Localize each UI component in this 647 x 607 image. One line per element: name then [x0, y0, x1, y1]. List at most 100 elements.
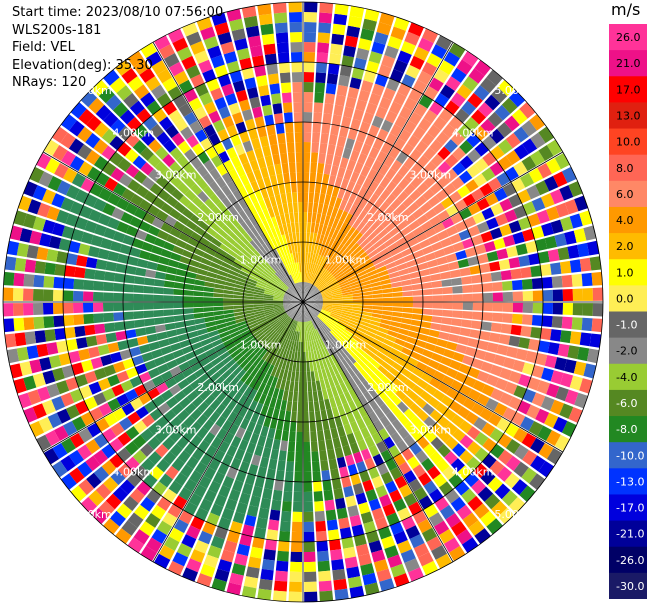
range-gate: [411, 313, 423, 321]
range-gate: [394, 338, 406, 347]
range-gate: [297, 401, 303, 412]
range-gate: [253, 201, 262, 213]
range-gate: [23, 288, 34, 301]
range-gate: [458, 170, 473, 184]
range-gate: [361, 258, 373, 267]
range-gate: [349, 77, 362, 90]
range-gate: [471, 402, 485, 416]
range-gate: [190, 434, 203, 448]
range-gate: [240, 329, 251, 337]
range-gate: [431, 352, 443, 363]
range-gate: [149, 123, 164, 138]
range-gate: [416, 154, 430, 168]
range-gate: [307, 212, 313, 223]
range-gate: [196, 352, 208, 362]
range-gate: [323, 163, 332, 175]
range-gate: [379, 403, 391, 415]
range-gate: [138, 344, 151, 354]
range-gate: [209, 193, 221, 206]
range-gate: [209, 168, 221, 181]
range-gate: [338, 360, 347, 372]
range-gate: [208, 458, 221, 471]
range-gate: [282, 102, 293, 113]
range-gate: [350, 473, 361, 486]
range-gate: [318, 440, 326, 452]
range-gate: [520, 266, 532, 279]
range-gate: [497, 449, 513, 465]
range-gate: [165, 124, 179, 139]
range-gate: [233, 414, 244, 427]
range-gate: [328, 344, 336, 354]
range-gate: [214, 494, 227, 508]
range-gate: [405, 525, 421, 540]
range-gate: [304, 561, 317, 572]
range-gate: [337, 188, 346, 200]
range-gate: [179, 339, 191, 349]
range-gate: [433, 116, 448, 131]
range-gate: [73, 302, 84, 314]
range-gate: [200, 257, 212, 266]
range-gate: [228, 423, 239, 436]
range-gate: [254, 264, 265, 273]
range-gate: [203, 291, 214, 297]
range-gate: [26, 345, 39, 360]
range-gate: [261, 33, 275, 46]
range-gate: [499, 392, 513, 406]
range-gate: [263, 306, 274, 311]
range-gate: [202, 521, 217, 536]
range-gate: [51, 396, 66, 411]
range-gate: [223, 305, 234, 311]
range-gate: [374, 517, 389, 530]
range-gate: [357, 251, 368, 261]
range-gate: [348, 320, 359, 327]
colorbar-swatch: [609, 206, 647, 234]
range-gate: [163, 352, 175, 363]
range-gate: [94, 223, 107, 237]
range-gate: [93, 449, 109, 465]
range-gate: [389, 347, 401, 357]
range-gate: [350, 283, 361, 289]
range-gate: [245, 315, 256, 321]
range-gate: [176, 46, 193, 61]
range-gate: [178, 103, 193, 118]
range-gate: [68, 240, 81, 254]
range-gate: [311, 242, 316, 254]
range-gate: [317, 162, 325, 174]
range-gate: [395, 237, 407, 247]
range-gate: [145, 512, 161, 528]
range-gate: [203, 307, 214, 313]
range-gate: [259, 456, 270, 469]
range-gate: [325, 275, 334, 284]
range-gate: [100, 354, 113, 367]
range-gate: [263, 255, 272, 265]
range-gate: [293, 310, 299, 321]
range-gate: [274, 226, 282, 237]
range-gate: [331, 386, 339, 397]
range-gate: [378, 428, 390, 441]
range-gate: [183, 296, 194, 302]
range-gate: [306, 311, 312, 321]
range-gate: [322, 204, 329, 215]
range-gate: [290, 350, 295, 362]
range-gate: [54, 425, 69, 442]
range-gate: [235, 89, 248, 103]
range-gate: [203, 466, 217, 480]
range-gate: [238, 492, 251, 505]
range-gate: [180, 464, 194, 478]
range-gate: [384, 237, 396, 248]
range-gate: [589, 256, 602, 271]
range-gate: [217, 74, 232, 87]
range-gate: [412, 384, 424, 396]
range-gate: [374, 407, 385, 420]
range-gate: [160, 248, 173, 259]
range-gate: [263, 295, 274, 299]
range-gate: [335, 350, 344, 361]
range-gate: [341, 312, 352, 318]
range-gate: [38, 171, 54, 188]
range-gate: [300, 311, 303, 322]
range-gate: [337, 404, 346, 416]
range-gate: [350, 242, 360, 253]
range-gate: [98, 187, 113, 202]
range-gate: [312, 304, 323, 308]
range-gate: [102, 202, 116, 216]
